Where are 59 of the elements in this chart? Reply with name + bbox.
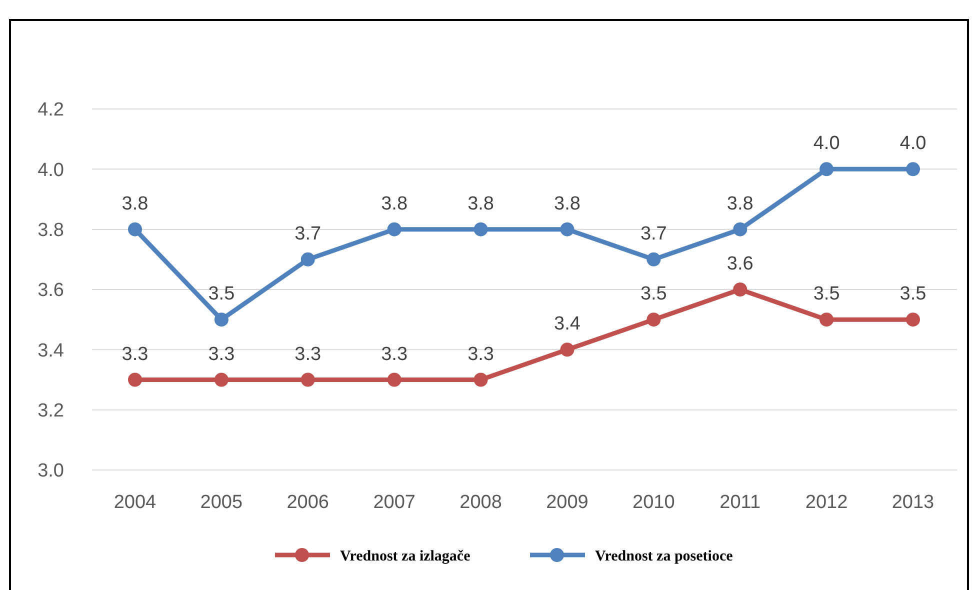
data-label: 3.3 <box>208 344 235 365</box>
data-label: 3.8 <box>122 193 148 214</box>
data-label: 3.7 <box>294 223 322 244</box>
data-label: 3.8 <box>381 193 408 214</box>
y-tick-label: 3.4 <box>38 340 64 362</box>
point <box>214 312 228 327</box>
point <box>474 222 488 236</box>
point <box>128 372 142 387</box>
data-label: 4.0 <box>900 133 926 154</box>
x-tick-label: 2010 <box>632 492 675 513</box>
legend-label: Vrednost za posetioce <box>595 548 734 564</box>
data-label: 3.8 <box>554 193 580 214</box>
point <box>906 162 920 176</box>
point <box>387 372 402 387</box>
point <box>560 222 574 236</box>
y-tick-label: 4.0 <box>38 160 64 181</box>
y-tick-label: 3.2 <box>38 400 64 422</box>
x-tick-label: 2006 <box>286 492 330 513</box>
point <box>820 162 834 176</box>
data-label: 3.5 <box>900 284 926 305</box>
data-label: 3.7 <box>640 223 667 244</box>
point <box>300 372 315 387</box>
x-tick-label: 2005 <box>200 492 243 513</box>
data-label: 3.3 <box>294 344 322 365</box>
point <box>474 372 488 387</box>
data-label: 3.5 <box>813 284 840 305</box>
point <box>560 342 574 357</box>
data-label: 3.4 <box>554 314 581 335</box>
data-label: 3.3 <box>468 344 494 365</box>
x-tick-label: 2009 <box>546 492 588 513</box>
x-tick-label: 2007 <box>373 492 416 513</box>
x-tick-label: 2012 <box>805 492 848 513</box>
point <box>214 372 228 387</box>
data-label: 3.3 <box>122 344 148 365</box>
x-tick-label: 2004 <box>114 492 157 513</box>
point <box>906 312 920 327</box>
x-tick-label: 2011 <box>720 492 761 513</box>
point <box>646 312 661 327</box>
data-label: 4.0 <box>813 133 840 154</box>
point <box>820 312 834 327</box>
y-tick-label: 3.8 <box>38 220 64 241</box>
legend-label: Vrednost za izlagače <box>340 548 471 564</box>
x-tick-label: 2013 <box>892 492 934 513</box>
y-tick-label: 3.6 <box>38 280 64 302</box>
data-label: 3.8 <box>726 193 754 214</box>
data-label: 3.3 <box>381 344 408 365</box>
x-tick-label: 2008 <box>460 492 502 513</box>
point <box>646 252 661 266</box>
data-label: 3.6 <box>726 254 754 274</box>
data-label: 3.5 <box>208 284 235 305</box>
y-tick-label: 4.2 <box>38 100 64 121</box>
data-label: 3.5 <box>640 284 667 305</box>
y-tick-label: 3.0 <box>38 460 64 482</box>
point <box>128 222 142 236</box>
point <box>733 282 748 296</box>
point <box>733 222 748 236</box>
point <box>300 252 315 266</box>
data-label: 3.8 <box>468 193 494 214</box>
point <box>387 222 402 236</box>
